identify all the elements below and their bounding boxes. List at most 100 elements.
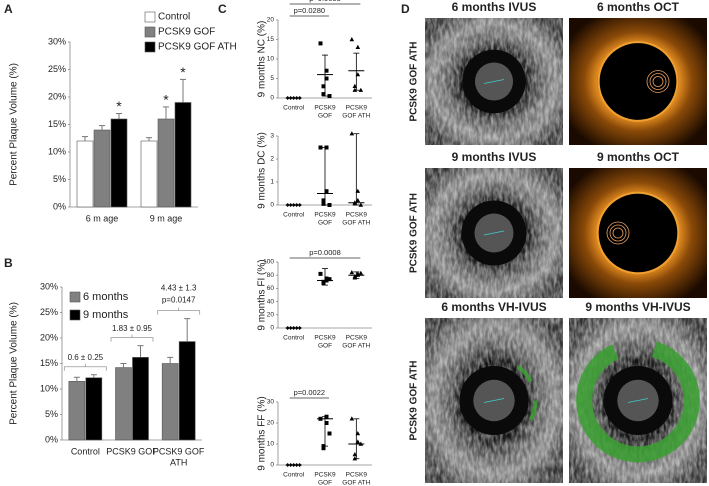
data-point <box>318 41 323 46</box>
x-tick-label: Control <box>283 105 305 112</box>
panel-label: B <box>4 256 13 270</box>
legend-swatch <box>144 26 156 38</box>
x-tick-label: GOF <box>318 220 332 227</box>
legend-label: PCSK9 GOF ATH <box>158 42 237 53</box>
bar <box>76 140 94 208</box>
x-tick-label: PCSK9 GOF <box>106 446 158 456</box>
y-axis-label: 9 months DC (%) <box>257 132 268 209</box>
lumen <box>596 191 680 275</box>
y-tick-label: 25% <box>40 307 58 317</box>
x-tick-label: PCSK9 <box>314 212 336 219</box>
x-tick-label: PCSK9 <box>346 212 368 219</box>
data-point <box>324 68 329 73</box>
data-point <box>321 281 326 286</box>
x-tick-label: PCSK9 <box>346 472 368 479</box>
catheter-marker <box>483 79 505 84</box>
data-point <box>358 202 364 207</box>
x-tick-label: Control <box>71 446 100 456</box>
x-tick-label: PCSK9 <box>314 105 336 112</box>
significance-marker: * <box>163 92 169 108</box>
legend-swatch <box>144 11 156 23</box>
x-tick-label: GOF ATH <box>342 220 370 227</box>
y-tick-label: 20% <box>48 91 66 101</box>
data-point <box>318 271 323 276</box>
x-tick-label: GOF <box>318 480 332 486</box>
y-tick-label: 10% <box>48 146 66 156</box>
y-tick-label: 0 <box>270 202 274 209</box>
bracket <box>157 307 201 315</box>
data-point <box>349 131 355 136</box>
bar <box>140 140 158 208</box>
catheter-ring <box>646 70 670 93</box>
y-tick-label: 20 <box>267 420 275 427</box>
p-value: p=0.0008 <box>309 248 341 257</box>
bar <box>174 102 192 208</box>
row-label: PCSK9 GOF ATH <box>409 360 420 440</box>
y-tick-label: 10% <box>40 383 58 393</box>
y-tick-label: 30% <box>40 281 58 291</box>
y-tick-label: 0 <box>270 95 274 102</box>
y-tick-label: 5% <box>45 409 58 419</box>
image-title: 6 months VH-IVUS <box>441 300 546 314</box>
x-tick-label: PCSK9 <box>346 335 368 342</box>
panel-label: D <box>401 2 410 16</box>
legend-label: PCSK9 GOF <box>158 27 215 38</box>
y-tick-label: 3 <box>270 133 274 140</box>
data-point <box>349 270 355 275</box>
y-tick-label: 5 <box>270 75 274 82</box>
x-tick-label: GOF <box>318 113 332 120</box>
image-title: 9 months OCT <box>597 150 680 164</box>
data-point <box>324 421 329 425</box>
catheter-ring <box>606 221 630 245</box>
x-tick-label: 6 m age <box>86 213 119 223</box>
y-tick-label: 20 <box>267 312 275 319</box>
data-point <box>318 145 323 150</box>
y-tick-label: 20 <box>267 17 275 24</box>
y-tick-label: 10 <box>267 441 275 448</box>
x-tick-label: PCSK9 <box>314 335 336 342</box>
data-point <box>321 201 326 206</box>
data-point <box>358 87 364 92</box>
legend-swatch <box>69 309 81 321</box>
y-axis-label: Percent Plaque Volume (%) <box>9 302 20 425</box>
data-point <box>327 277 332 282</box>
vh-ring <box>576 338 700 463</box>
y-tick-label: 80 <box>267 272 275 279</box>
y-tick-label: 0% <box>53 201 66 211</box>
panel-label: C <box>218 2 227 16</box>
data-point <box>358 270 364 275</box>
catheter-ring <box>612 227 624 239</box>
y-tick-label: 40 <box>267 298 275 305</box>
y-tick-label: 0 <box>270 325 274 332</box>
data-point <box>321 92 326 97</box>
p-value: p=0.0280 <box>294 6 326 15</box>
x-tick-label: GOF ATH <box>342 343 370 350</box>
difference-label: 4.43 ± 1.3 <box>161 284 197 293</box>
lumen <box>597 41 679 122</box>
legend-label: 6 months <box>83 291 129 303</box>
x-tick-label: GOF <box>318 343 332 350</box>
bar <box>132 357 149 441</box>
data-point <box>349 37 355 42</box>
y-axis-label: Percent Plaque Volume (%) <box>9 63 20 186</box>
bar <box>178 341 196 441</box>
bracket <box>63 363 107 371</box>
x-tick-label: PCSK9 GOF <box>153 446 205 456</box>
bar <box>161 363 179 441</box>
legend-swatch <box>144 41 156 53</box>
x-tick-label: Control <box>283 472 305 479</box>
legend-swatch <box>69 291 81 303</box>
vh-ring <box>450 357 538 444</box>
data-point <box>349 416 355 421</box>
x-tick-label: PCSK9 <box>314 472 336 479</box>
y-axis-label: 9 months FI (%) <box>257 259 268 330</box>
y-tick-label: 30 <box>267 399 275 406</box>
legend-label: 9 months <box>83 309 129 321</box>
data-point <box>355 44 361 49</box>
image-title: 6 months OCT <box>597 0 680 14</box>
data-point <box>321 198 326 203</box>
y-tick-label: 0 <box>270 462 274 469</box>
data-point <box>327 431 332 436</box>
image-title: 9 months IVUS <box>452 150 537 164</box>
